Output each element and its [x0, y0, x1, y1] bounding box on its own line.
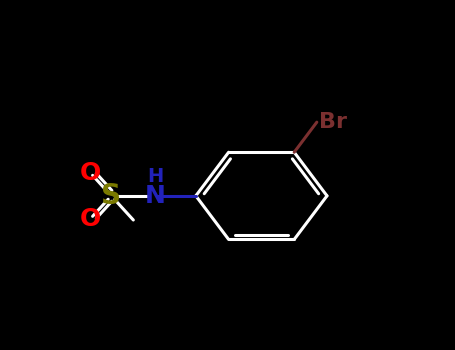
Text: O: O [79, 207, 101, 231]
Text: O: O [79, 161, 101, 184]
Text: Br: Br [319, 112, 347, 132]
Text: H: H [147, 167, 163, 186]
Text: S: S [101, 182, 121, 210]
Text: N: N [145, 184, 166, 208]
